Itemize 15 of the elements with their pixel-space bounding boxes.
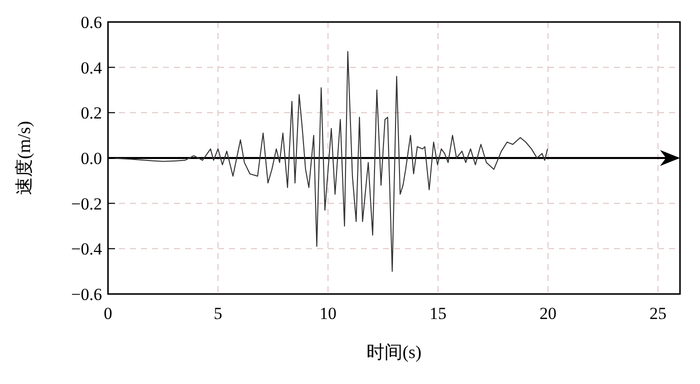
x-tick-label: 10 <box>320 304 336 323</box>
y-tick-label: −0.6 <box>71 284 102 304</box>
y-tick-label: 0.0 <box>80 148 102 168</box>
y-tick-label: 0.2 <box>80 104 102 123</box>
x-tick-label: 0 <box>104 304 112 323</box>
y-tick-label: 0.4 <box>80 58 102 78</box>
y-tick-label: −0.2 <box>71 194 102 214</box>
x-tick-label: 5 <box>214 304 222 323</box>
x-tick-label: 20 <box>540 304 556 323</box>
x-tick-label: 15 <box>430 304 446 323</box>
y-axis-title: 速度(m/s) <box>14 121 34 195</box>
y-tick-label: −0.4 <box>71 240 102 259</box>
y-tick-label: 0.6 <box>80 12 102 32</box>
x-tick-label: 25 <box>650 304 666 323</box>
x-axis-title: 时间(s) <box>366 342 422 362</box>
